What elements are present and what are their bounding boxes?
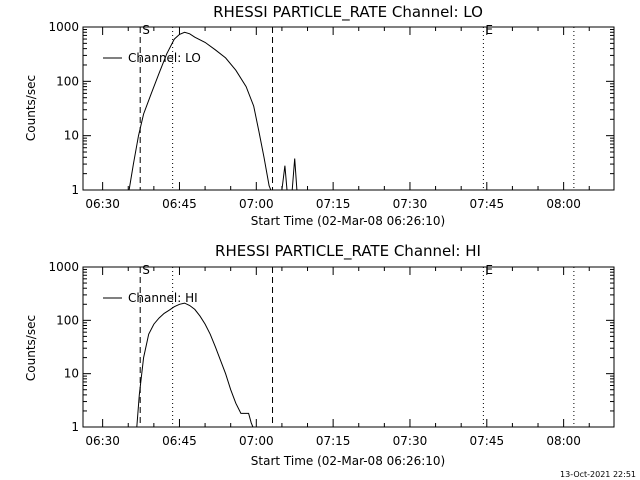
panel-hi-xtick-label: 06:30 bbox=[85, 434, 120, 448]
panel-lo-ytick-label: 1000 bbox=[48, 20, 79, 34]
panel-hi-series-line bbox=[136, 302, 254, 428]
panel-lo-ylabel: Counts/sec bbox=[24, 75, 38, 141]
panel-lo-xtick-label: 07:45 bbox=[470, 197, 505, 211]
footer-timestamp: 13-Oct-2021 22:51 bbox=[560, 470, 636, 479]
panel-hi-xtick-label: 07:45 bbox=[470, 434, 505, 448]
panel-hi-ytick-label: 100 bbox=[56, 313, 79, 327]
panel-lo-xtick-label: 07:30 bbox=[393, 197, 428, 211]
panel-hi-marker-label: E bbox=[485, 263, 493, 277]
panel-lo-ytick-label: 1 bbox=[71, 183, 79, 197]
panel-hi-legend-label: Channel: HI bbox=[128, 291, 198, 305]
panel-lo-marker-label: E bbox=[485, 23, 493, 37]
panel-hi-ylabel: Counts/sec bbox=[24, 315, 38, 381]
panel-lo-xtick-label: 08:00 bbox=[546, 197, 581, 211]
panel-hi-xtick-label: 07:30 bbox=[393, 434, 428, 448]
panel-lo-axes-frame bbox=[82, 26, 615, 191]
panel-lo-legend-label: Channel: LO bbox=[128, 51, 201, 65]
panel-lo-xtick-label: 06:45 bbox=[162, 197, 197, 211]
panel-hi-xlabel: Start Time (02-Mar-08 06:26:10) bbox=[251, 454, 445, 468]
panel-lo-xtick-label: 07:00 bbox=[239, 197, 274, 211]
panel-hi-marker-label: S bbox=[142, 263, 150, 277]
panel-hi-xtick-label: 08:00 bbox=[546, 434, 581, 448]
panel-hi-xtick-label: 07:00 bbox=[239, 434, 274, 448]
panel-hi-xtick-label: 07:15 bbox=[316, 434, 351, 448]
panel-lo-xtick-label: 07:15 bbox=[316, 197, 351, 211]
panel-lo-ytick-label: 100 bbox=[56, 74, 79, 88]
panel-lo-xtick-label: 06:30 bbox=[85, 197, 120, 211]
panel-hi-ytick-label: 1 bbox=[71, 420, 79, 434]
panel-hi-axes-frame bbox=[82, 266, 615, 428]
panel-lo-title: RHESSI PARTICLE_RATE Channel: LO bbox=[213, 3, 483, 22]
panel-hi-ytick-label: 10 bbox=[64, 367, 79, 381]
panel-lo-marker-label: S bbox=[142, 23, 150, 37]
panel-lo-series-line bbox=[128, 31, 298, 191]
panel-hi-title: RHESSI PARTICLE_RATE Channel: HI bbox=[215, 242, 481, 261]
panel-lo-ytick-label: 10 bbox=[64, 129, 79, 143]
panel-hi-xtick-label: 06:45 bbox=[162, 434, 197, 448]
panel-lo-xlabel: Start Time (02-Mar-08 06:26:10) bbox=[251, 214, 445, 228]
panel-hi-ytick-label: 1000 bbox=[48, 260, 79, 274]
